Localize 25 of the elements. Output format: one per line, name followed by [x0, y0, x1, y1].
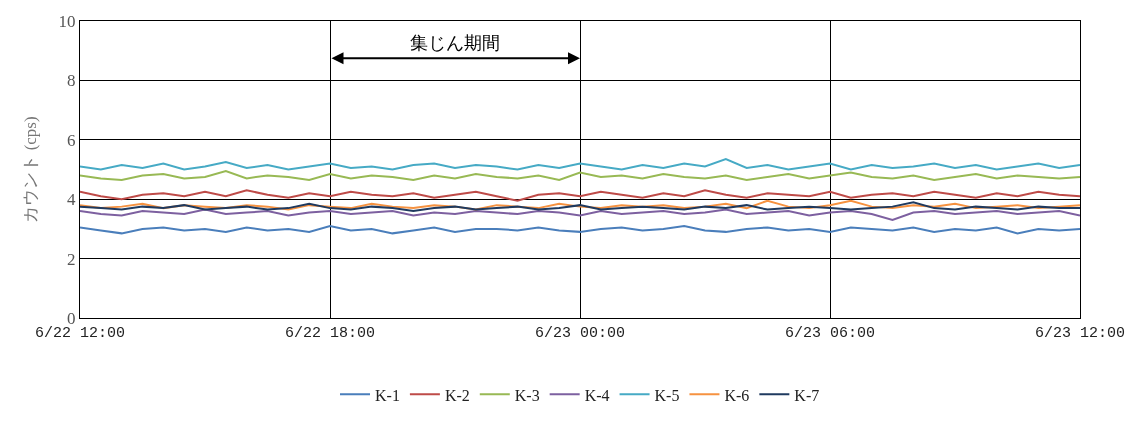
y-tick-label: 2 — [67, 249, 76, 269]
line-series — [80, 189, 1080, 202]
x-tick-label: 6/22 18:00 — [284, 325, 376, 342]
x-tick-label: 6/23 12:00 — [1034, 325, 1126, 342]
y-axis-title: カウント (cps) — [21, 116, 40, 223]
legend-label: K-1 — [375, 386, 400, 404]
line-series — [80, 208, 1080, 221]
line-series — [80, 158, 1080, 171]
x-tick-label: 6/23 06:00 — [784, 325, 876, 342]
annotation: 集じん期間 — [410, 33, 500, 53]
legend-label: K-7 — [794, 386, 820, 404]
y-tick-label: 4 — [67, 190, 77, 210]
line-series — [80, 169, 1080, 181]
legend-label: K-4 — [584, 386, 610, 404]
y-tick-label: 0 — [67, 308, 76, 328]
y-tick-label: 10 — [58, 11, 76, 31]
y-tick-label: 6 — [67, 130, 76, 150]
x-tick-label: 6/23 00:00 — [534, 325, 626, 342]
x-tick-label: 6/22 12:00 — [34, 325, 126, 342]
legend-label: K-5 — [654, 386, 680, 404]
legend-label: K-3 — [514, 386, 540, 404]
legend-label: K-2 — [444, 386, 470, 404]
y-tick-label: 8 — [67, 71, 76, 91]
legend-label: K-6 — [724, 386, 750, 404]
line-series — [80, 224, 1080, 235]
